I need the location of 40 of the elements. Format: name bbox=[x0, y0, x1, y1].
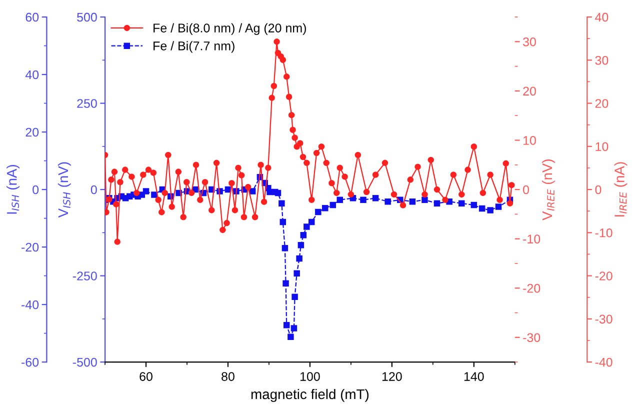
y-tick-label: 0 bbox=[523, 185, 529, 194]
y-tick-label: -500 bbox=[72, 358, 97, 367]
y2-tick-label: 20 bbox=[26, 128, 39, 137]
y-axis-title: V$_{ISH}$ (nV) bbox=[58, 162, 71, 218]
y-tick-label: -250 bbox=[72, 272, 97, 280]
legend-label: Fe / Bi(7.7 nm) bbox=[154, 41, 234, 53]
legend-label: Fe / Bi(8.0 nm) / Ag (20 nm) bbox=[154, 23, 306, 35]
x-axis-title: magnetic field (mT) bbox=[251, 388, 369, 402]
y2-axis-title: I$_{ISH}$ (nA) bbox=[6, 164, 20, 214]
y2-tick-label: -40 bbox=[595, 358, 612, 367]
y-tick-label: -20 bbox=[523, 284, 540, 293]
y2-tick-label: 40 bbox=[595, 12, 608, 22]
y-tick-label: 250 bbox=[77, 99, 97, 108]
y2-axis-title: I$_{IREE}$ (nA) bbox=[614, 162, 628, 216]
y2-tick-label: -10 bbox=[595, 228, 612, 238]
y-tick-label: 0 bbox=[90, 185, 97, 194]
x-tick-label: 100 bbox=[300, 372, 320, 381]
x-tick-label: 80 bbox=[222, 372, 234, 381]
y2-tick-label: -30 bbox=[595, 314, 612, 324]
y-tick-label: -30 bbox=[523, 333, 540, 342]
y-tick-label: 30 bbox=[523, 37, 536, 46]
y2-tick-label: 40 bbox=[25, 70, 39, 80]
y2-tick-label: 10 bbox=[596, 142, 608, 152]
y2-tick-label: 30 bbox=[595, 56, 608, 65]
y2-tick-label: -20 bbox=[22, 242, 39, 252]
y2-tick-label: 0 bbox=[32, 185, 39, 194]
y2-tick-label: 60 bbox=[26, 12, 39, 22]
y-tick-label: 10 bbox=[523, 136, 536, 145]
y-tick-label: 500 bbox=[77, 12, 97, 22]
y2-tick-label: -60 bbox=[22, 358, 39, 367]
y2-tick-label: -20 bbox=[595, 272, 612, 280]
y-tick-label: 20 bbox=[523, 86, 536, 96]
y2-tick-label: -40 bbox=[22, 300, 39, 310]
x-tick-label: 140 bbox=[464, 372, 484, 381]
y2-tick-label: 20 bbox=[595, 99, 608, 108]
y2-tick-label: 0 bbox=[595, 185, 602, 194]
x-tick-label: 120 bbox=[382, 372, 402, 381]
x-tick-label: 60 bbox=[140, 372, 152, 381]
y-axis-title: V$_{IREE}$ (nV) bbox=[542, 160, 555, 220]
y-tick-label: -10 bbox=[523, 234, 540, 244]
